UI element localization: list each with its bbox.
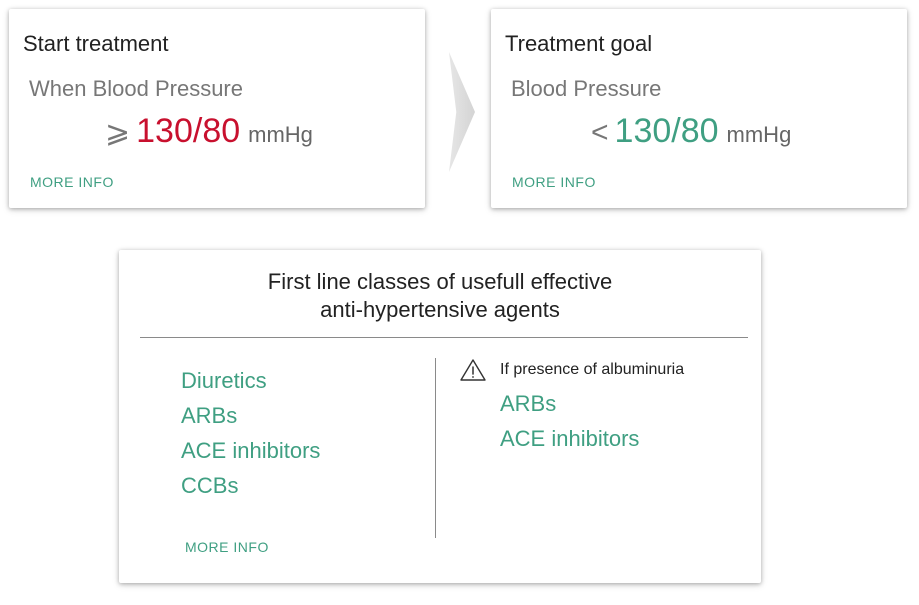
goal-bp-unit: mmHg bbox=[726, 122, 792, 147]
albuminuria-agent-ace-inhibitors: ACE inhibitors bbox=[500, 426, 640, 451]
albuminuria-section: If presence of albuminuria ARBs ACE inhi… bbox=[459, 358, 684, 456]
less-than-symbol: < bbox=[591, 116, 609, 149]
start-bp-unit: mmHg bbox=[248, 122, 313, 147]
albuminuria-agent-arbs: ARBs bbox=[500, 391, 557, 416]
first-line-classes-title: First line classes of usefull effective … bbox=[119, 268, 761, 324]
treatment-goal-subtitle: Blood Pressure bbox=[511, 76, 662, 101]
start-more-info-link[interactable]: MORE INFO bbox=[30, 174, 114, 190]
treatment-goal-card: Treatment goal Blood Pressure < 130/80 m… bbox=[491, 9, 907, 208]
chevron-right-icon bbox=[449, 52, 475, 172]
goal-more-info-link[interactable]: MORE INFO bbox=[512, 174, 596, 190]
classes-title-line-1: First line classes of usefull effective bbox=[267, 269, 613, 294]
start-treatment-card: Start treatment When Blood Pressure ⩾ 13… bbox=[9, 9, 425, 208]
classes-more-info-link[interactable]: MORE INFO bbox=[185, 539, 269, 555]
treatment-goal-title: Treatment goal bbox=[505, 31, 653, 56]
albuminuria-label: If presence of albuminuria bbox=[500, 361, 685, 378]
albuminuria-warning: If presence of albuminuria bbox=[459, 358, 684, 382]
title-divider bbox=[140, 337, 748, 338]
start-treatment-title: Start treatment bbox=[23, 31, 169, 56]
agent-arbs: ARBs bbox=[181, 403, 238, 428]
warning-triangle-icon bbox=[460, 359, 486, 381]
agent-list: Diuretics ARBs ACE inhibitors CCBs bbox=[181, 363, 320, 503]
goal-bp-target: < 130/80 mmHg bbox=[591, 112, 791, 151]
column-divider bbox=[435, 358, 436, 538]
start-bp-threshold: ⩾ 130/80 mmHg bbox=[105, 112, 313, 151]
goal-bp-value: 130/80 bbox=[614, 112, 719, 150]
start-treatment-subtitle: When Blood Pressure bbox=[29, 76, 243, 101]
first-line-classes-card: First line classes of usefull effective … bbox=[119, 250, 761, 583]
start-bp-value: 130/80 bbox=[136, 112, 241, 150]
agent-ace-inhibitors: ACE inhibitors bbox=[181, 438, 321, 463]
albuminuria-agent-list: ARBs ACE inhibitors bbox=[500, 386, 684, 456]
agent-diuretics: Diuretics bbox=[181, 368, 267, 393]
greater-equal-symbol: ⩾ bbox=[105, 116, 131, 149]
agent-ccbs: CCBs bbox=[181, 473, 239, 498]
classes-title-line-2: anti-hypertensive agents bbox=[320, 297, 560, 322]
